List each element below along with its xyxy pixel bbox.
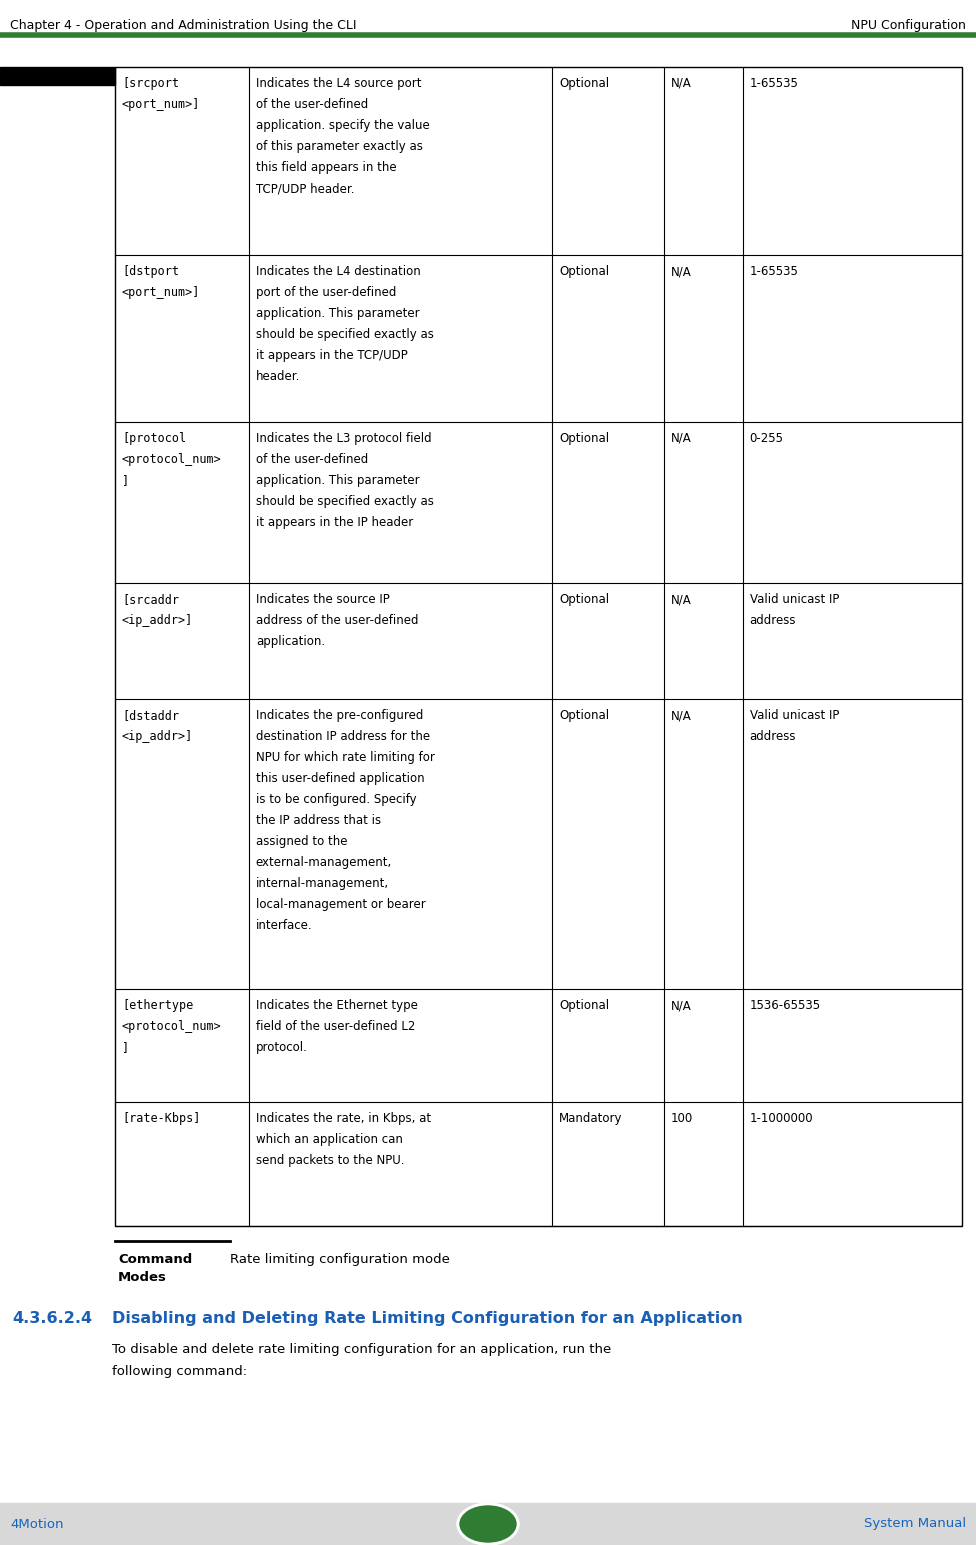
Text: 1-65535: 1-65535 <box>750 266 798 278</box>
Text: Indicates the source IP
address of the user-defined
application.: Indicates the source IP address of the u… <box>256 593 419 647</box>
Ellipse shape <box>457 1503 519 1545</box>
Text: 100: 100 <box>671 1112 693 1125</box>
Text: Valid unicast IP
address: Valid unicast IP address <box>750 593 839 627</box>
Bar <box>0 66 115 85</box>
Text: [srcaddr
<ip_addr>]: [srcaddr <ip_addr>] <box>122 593 193 627</box>
Text: Optional: Optional <box>559 77 609 90</box>
Text: N/A: N/A <box>671 431 692 445</box>
Text: System Manual: System Manual <box>864 1517 966 1531</box>
Text: Indicates the L3 protocol field
of the user-defined
application. This parameter
: Indicates the L3 protocol field of the u… <box>256 431 433 528</box>
Text: 1-1000000: 1-1000000 <box>750 1112 813 1125</box>
Text: [rate-Kbps]: [rate-Kbps] <box>122 1112 200 1125</box>
Text: Modes: Modes <box>118 1272 167 1284</box>
Text: Valid unicast IP
address: Valid unicast IP address <box>750 709 839 743</box>
Text: Disabling and Deleting Rate Limiting Configuration for an Application: Disabling and Deleting Rate Limiting Con… <box>112 1312 743 1326</box>
Text: Indicates the pre-configured
destination IP address for the
NPU for which rate l: Indicates the pre-configured destination… <box>256 709 434 932</box>
Text: To disable and delete rate limiting configuration for an application, run the: To disable and delete rate limiting conf… <box>112 1343 611 1357</box>
Text: Indicates the rate, in Kbps, at
which an application can
send packets to the NPU: Indicates the rate, in Kbps, at which an… <box>256 1112 431 1168</box>
Text: N/A: N/A <box>671 1000 692 1012</box>
Text: 1-65535: 1-65535 <box>750 77 798 90</box>
Bar <box>0 1503 976 1545</box>
Text: Command: Command <box>118 1253 192 1265</box>
Text: 4.3.6.2.4: 4.3.6.2.4 <box>12 1312 92 1326</box>
Bar <box>115 66 962 1227</box>
Text: 0-255: 0-255 <box>750 431 784 445</box>
Text: [ethertype
<protocol_num>
]: [ethertype <protocol_num> ] <box>122 1000 222 1055</box>
Text: Indicates the Ethernet type
field of the user-defined L2
protocol.: Indicates the Ethernet type field of the… <box>256 1000 418 1055</box>
Text: Optional: Optional <box>559 1000 609 1012</box>
Text: Rate limiting configuration mode: Rate limiting configuration mode <box>230 1253 450 1265</box>
Text: NPU Configuration: NPU Configuration <box>851 19 966 32</box>
Text: following command:: following command: <box>112 1364 247 1378</box>
Text: 191: 191 <box>473 1517 503 1531</box>
Text: Indicates the L4 destination
port of the user-defined
application. This paramete: Indicates the L4 destination port of the… <box>256 266 433 383</box>
Text: [srcport
<port_num>]: [srcport <port_num>] <box>122 77 200 111</box>
Text: [dstport
<port_num>]: [dstport <port_num>] <box>122 266 200 300</box>
Text: 1536-65535: 1536-65535 <box>750 1000 821 1012</box>
Text: N/A: N/A <box>671 593 692 606</box>
Text: Mandatory: Mandatory <box>559 1112 623 1125</box>
Text: N/A: N/A <box>671 266 692 278</box>
Text: Chapter 4 - Operation and Administration Using the CLI: Chapter 4 - Operation and Administration… <box>10 19 356 32</box>
Text: Optional: Optional <box>559 266 609 278</box>
Ellipse shape <box>460 1506 516 1542</box>
Text: 4Motion: 4Motion <box>10 1517 63 1531</box>
Text: Optional: Optional <box>559 709 609 722</box>
Text: [protocol
<protocol_num>
]: [protocol <protocol_num> ] <box>122 431 222 487</box>
Text: Optional: Optional <box>559 431 609 445</box>
Text: N/A: N/A <box>671 77 692 90</box>
Text: Optional: Optional <box>559 593 609 606</box>
Text: N/A: N/A <box>671 709 692 722</box>
Text: [dstaddr
<ip_addr>]: [dstaddr <ip_addr>] <box>122 709 193 743</box>
Text: Indicates the L4 source port
of the user-defined
application. specify the value
: Indicates the L4 source port of the user… <box>256 77 429 195</box>
